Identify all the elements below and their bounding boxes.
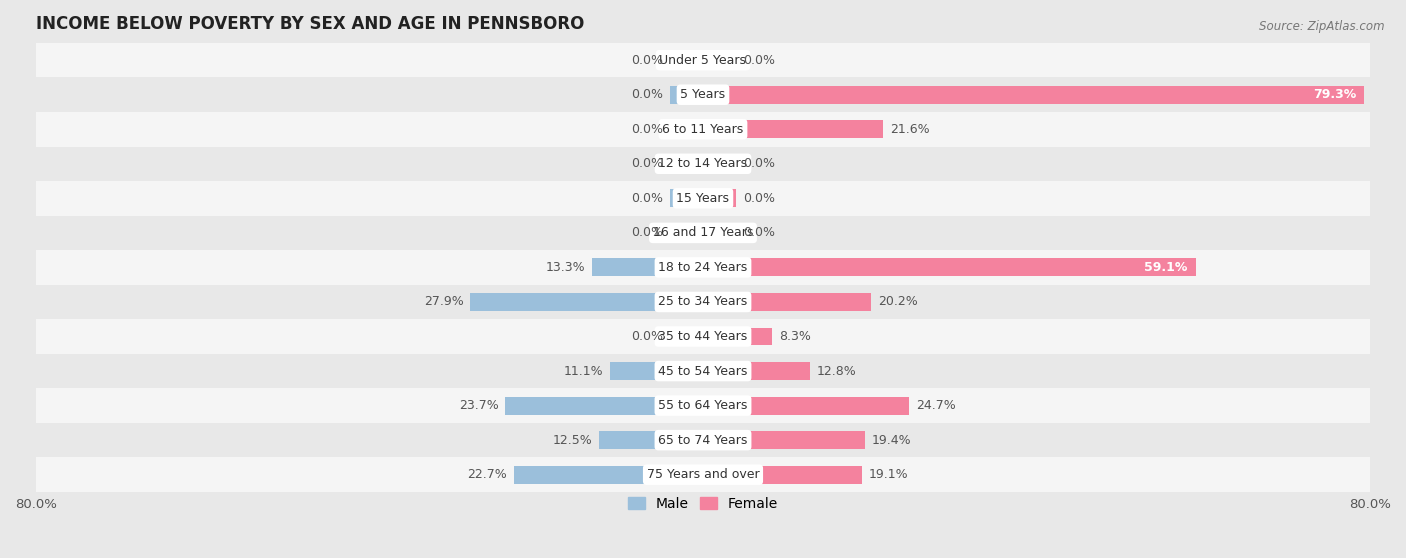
Text: 22.7%: 22.7% bbox=[467, 468, 508, 481]
Bar bbox=[703, 328, 772, 345]
Text: 11.1%: 11.1% bbox=[564, 364, 603, 378]
Bar bbox=[669, 328, 703, 345]
Bar bbox=[37, 423, 1369, 458]
Text: 79.3%: 79.3% bbox=[1313, 88, 1355, 101]
Bar bbox=[703, 51, 737, 69]
Text: 0.0%: 0.0% bbox=[742, 54, 775, 66]
Text: 55 to 64 Years: 55 to 64 Years bbox=[658, 399, 748, 412]
Text: 59.1%: 59.1% bbox=[1144, 261, 1188, 274]
Text: 0.0%: 0.0% bbox=[631, 227, 664, 239]
Text: 12.8%: 12.8% bbox=[817, 364, 856, 378]
Bar bbox=[703, 431, 865, 449]
Bar bbox=[669, 121, 703, 138]
Text: 12 to 14 Years: 12 to 14 Years bbox=[658, 157, 748, 170]
Text: 0.0%: 0.0% bbox=[631, 54, 664, 66]
Text: 24.7%: 24.7% bbox=[915, 399, 955, 412]
Text: Under 5 Years: Under 5 Years bbox=[659, 54, 747, 66]
Bar bbox=[37, 43, 1369, 78]
Text: 8.3%: 8.3% bbox=[779, 330, 811, 343]
Text: 75 Years and over: 75 Years and over bbox=[647, 468, 759, 481]
Text: 0.0%: 0.0% bbox=[631, 330, 664, 343]
Text: 25 to 34 Years: 25 to 34 Years bbox=[658, 296, 748, 309]
Text: 5 Years: 5 Years bbox=[681, 88, 725, 101]
Bar bbox=[703, 189, 737, 208]
Bar bbox=[37, 250, 1369, 285]
Text: 0.0%: 0.0% bbox=[742, 227, 775, 239]
Bar bbox=[669, 86, 703, 104]
Text: INCOME BELOW POVERTY BY SEX AND AGE IN PENNSBORO: INCOME BELOW POVERTY BY SEX AND AGE IN P… bbox=[37, 15, 585, 33]
Bar bbox=[592, 258, 703, 276]
Bar bbox=[37, 285, 1369, 319]
Bar bbox=[599, 431, 703, 449]
Text: 0.0%: 0.0% bbox=[631, 192, 664, 205]
Text: 18 to 24 Years: 18 to 24 Years bbox=[658, 261, 748, 274]
Text: 13.3%: 13.3% bbox=[546, 261, 585, 274]
Bar bbox=[669, 224, 703, 242]
Text: 6 to 11 Years: 6 to 11 Years bbox=[662, 123, 744, 136]
Bar bbox=[703, 397, 908, 415]
Text: 15 Years: 15 Years bbox=[676, 192, 730, 205]
Bar bbox=[37, 78, 1369, 112]
Bar bbox=[513, 466, 703, 484]
Bar bbox=[703, 466, 862, 484]
Bar bbox=[37, 215, 1369, 250]
Bar bbox=[37, 458, 1369, 492]
Bar bbox=[703, 362, 810, 380]
Bar bbox=[37, 388, 1369, 423]
Text: 65 to 74 Years: 65 to 74 Years bbox=[658, 434, 748, 446]
Bar bbox=[471, 293, 703, 311]
Text: 16 and 17 Years: 16 and 17 Years bbox=[652, 227, 754, 239]
Text: 0.0%: 0.0% bbox=[631, 88, 664, 101]
Legend: Male, Female: Male, Female bbox=[623, 492, 783, 517]
Bar bbox=[703, 86, 1364, 104]
Bar bbox=[703, 293, 872, 311]
Bar bbox=[703, 155, 737, 173]
Text: 0.0%: 0.0% bbox=[631, 157, 664, 170]
Text: 20.2%: 20.2% bbox=[879, 296, 918, 309]
Bar bbox=[37, 181, 1369, 215]
Text: 35 to 44 Years: 35 to 44 Years bbox=[658, 330, 748, 343]
Bar bbox=[37, 354, 1369, 388]
Text: 19.4%: 19.4% bbox=[872, 434, 911, 446]
Bar bbox=[703, 121, 883, 138]
Text: 0.0%: 0.0% bbox=[631, 123, 664, 136]
Text: 23.7%: 23.7% bbox=[458, 399, 499, 412]
Text: 27.9%: 27.9% bbox=[425, 296, 464, 309]
Text: 12.5%: 12.5% bbox=[553, 434, 592, 446]
Bar bbox=[703, 224, 737, 242]
Text: Source: ZipAtlas.com: Source: ZipAtlas.com bbox=[1260, 20, 1385, 32]
Bar bbox=[37, 319, 1369, 354]
Bar bbox=[610, 362, 703, 380]
Text: 0.0%: 0.0% bbox=[742, 192, 775, 205]
Bar bbox=[669, 189, 703, 208]
Bar bbox=[703, 258, 1195, 276]
Text: 19.1%: 19.1% bbox=[869, 468, 908, 481]
Text: 21.6%: 21.6% bbox=[890, 123, 929, 136]
Bar bbox=[505, 397, 703, 415]
Text: 0.0%: 0.0% bbox=[742, 157, 775, 170]
Bar bbox=[669, 51, 703, 69]
Text: 45 to 54 Years: 45 to 54 Years bbox=[658, 364, 748, 378]
Bar bbox=[37, 112, 1369, 147]
Bar bbox=[37, 147, 1369, 181]
Bar bbox=[669, 155, 703, 173]
